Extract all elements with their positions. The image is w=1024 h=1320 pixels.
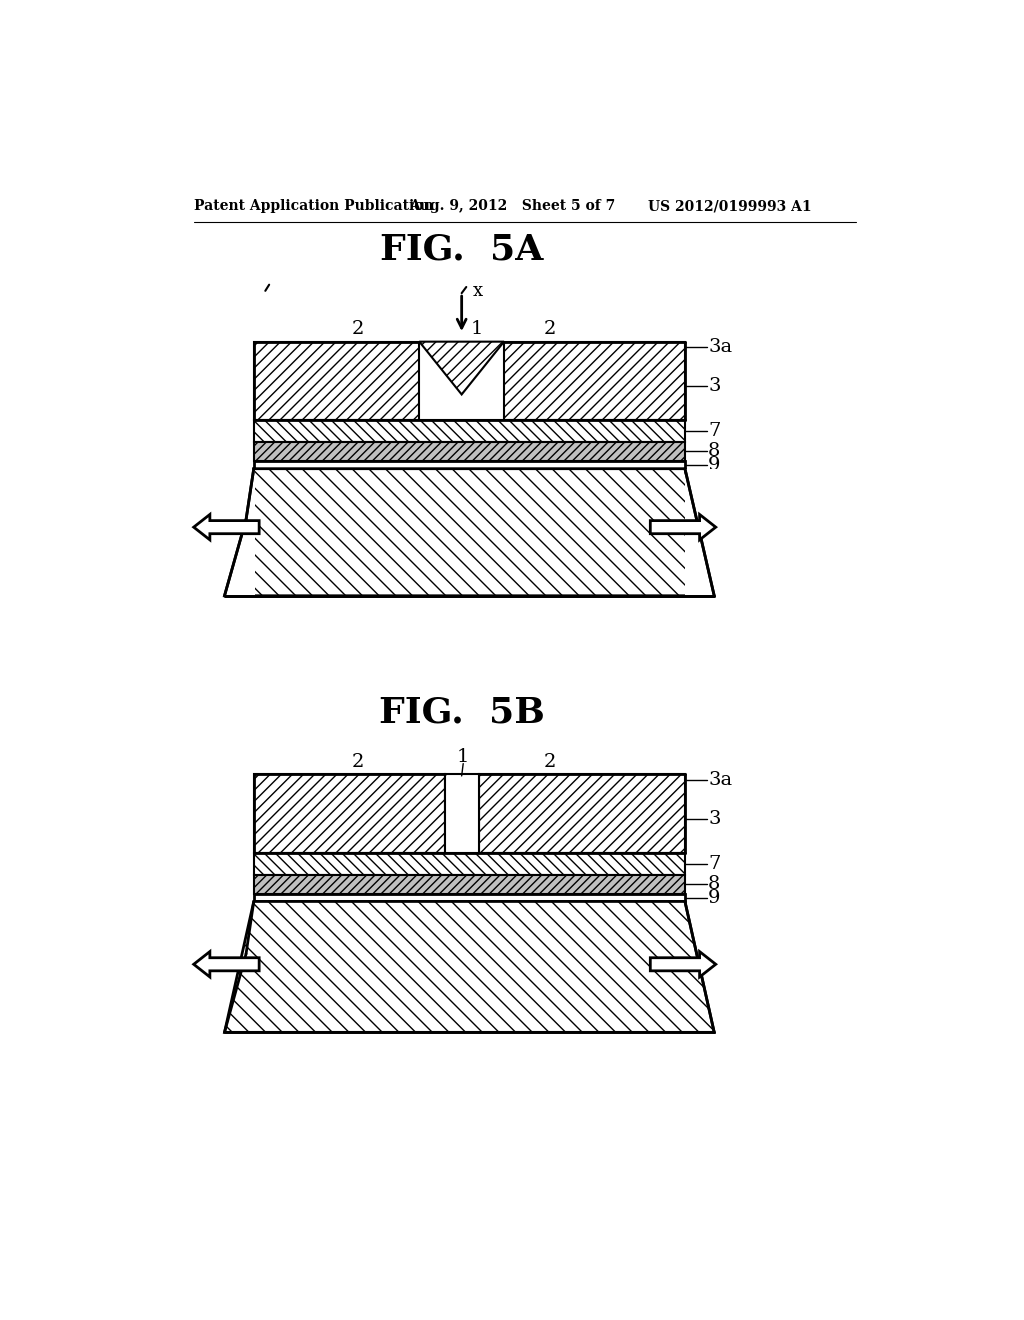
Polygon shape — [419, 342, 504, 395]
Text: 2: 2 — [351, 321, 364, 338]
Text: FIG.  5B: FIG. 5B — [379, 696, 545, 730]
Polygon shape — [650, 952, 716, 977]
Bar — [254, 461, 685, 469]
Text: Aug. 9, 2012   Sheet 5 of 7: Aug. 9, 2012 Sheet 5 of 7 — [410, 199, 615, 213]
Text: 3: 3 — [708, 378, 721, 395]
Text: 8: 8 — [708, 442, 721, 461]
Text: x: x — [473, 282, 483, 300]
Bar — [478, 775, 685, 853]
Text: 3: 3 — [708, 810, 721, 828]
Bar — [254, 469, 685, 595]
Bar — [444, 775, 478, 853]
Text: 9: 9 — [708, 888, 721, 907]
Text: 8: 8 — [708, 875, 721, 894]
Bar — [254, 442, 685, 461]
Bar — [223, 469, 255, 597]
Text: 1: 1 — [471, 321, 483, 338]
Text: 7: 7 — [708, 855, 721, 873]
Text: 2: 2 — [544, 321, 556, 338]
Bar — [254, 775, 444, 853]
Text: FIG.  5A: FIG. 5A — [380, 232, 544, 267]
Text: US 2012/0199993 A1: US 2012/0199993 A1 — [648, 199, 812, 213]
Text: 9: 9 — [708, 455, 721, 474]
Polygon shape — [194, 515, 259, 540]
Polygon shape — [224, 902, 714, 1032]
Polygon shape — [224, 469, 714, 595]
Bar — [254, 420, 685, 442]
Bar — [504, 342, 685, 420]
Polygon shape — [194, 952, 259, 977]
Polygon shape — [650, 515, 716, 540]
Text: 1: 1 — [457, 748, 469, 767]
Bar — [685, 469, 717, 597]
Bar — [254, 894, 685, 902]
Text: 3a: 3a — [708, 771, 732, 789]
Text: 2: 2 — [351, 754, 364, 771]
Bar — [254, 342, 419, 420]
Text: 7: 7 — [708, 422, 721, 440]
Bar — [254, 853, 685, 875]
Bar — [254, 874, 685, 894]
Text: 2: 2 — [544, 754, 556, 771]
Text: 3a: 3a — [708, 338, 732, 356]
Text: Patent Application Publication: Patent Application Publication — [194, 199, 433, 213]
